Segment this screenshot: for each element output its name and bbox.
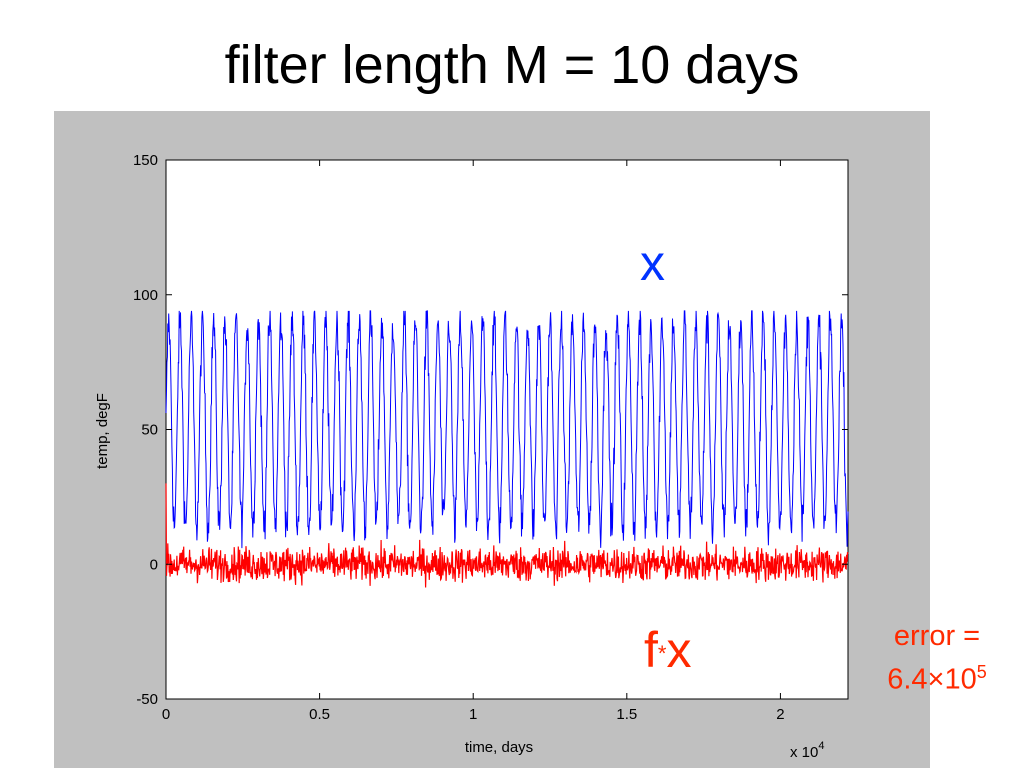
x-multiplier-exponent: 4	[818, 740, 824, 752]
series-x-line	[165, 310, 849, 549]
y-axis-label: temp, degF	[94, 393, 111, 469]
slide-title: filter length M = 10 days	[224, 35, 800, 95]
error-exponent: 5	[976, 662, 987, 682]
y-tick-label: 50	[141, 422, 158, 439]
error-value: 6.4×105	[862, 654, 1012, 698]
x-tick-label: 2	[776, 706, 784, 723]
series-layer	[165, 310, 849, 588]
error-label: error =	[893, 620, 981, 652]
figure-frame: -50 0 50 100 150 0 0.5 1 1.5 2 time, days temp, d…	[54, 111, 930, 768]
x-tick-label: 0	[162, 706, 170, 723]
x-tick-label: 0.5	[309, 706, 330, 723]
series-fx-annotation-x: x	[666, 622, 691, 678]
y-tick-label: 150	[133, 152, 158, 169]
y-tick-label: -50	[136, 691, 158, 708]
x-axis-label: time, days	[465, 739, 533, 756]
series-fx-annotation-star: *	[658, 641, 667, 666]
series-fx-line	[165, 483, 849, 588]
svg-text:f*x: f*x	[644, 622, 691, 678]
x-tick-label: 1	[469, 706, 477, 723]
error-base: 10	[944, 663, 977, 696]
plot-area	[165, 159, 849, 700]
error-times: ×	[927, 663, 945, 696]
error-annotation: error = 6.4×105	[862, 618, 1012, 698]
series-x-annotation: x	[640, 235, 665, 291]
x-tick-label: 1.5	[616, 706, 637, 723]
error-mantissa: 6.4	[887, 663, 928, 696]
y-tick-label: 100	[133, 287, 158, 304]
x-multiplier-label: x 10	[790, 744, 818, 761]
y-tick-label: 0	[150, 556, 158, 573]
svg-text:x 104: x 104	[790, 740, 824, 761]
series-fx-annotation-f: f	[644, 622, 658, 678]
